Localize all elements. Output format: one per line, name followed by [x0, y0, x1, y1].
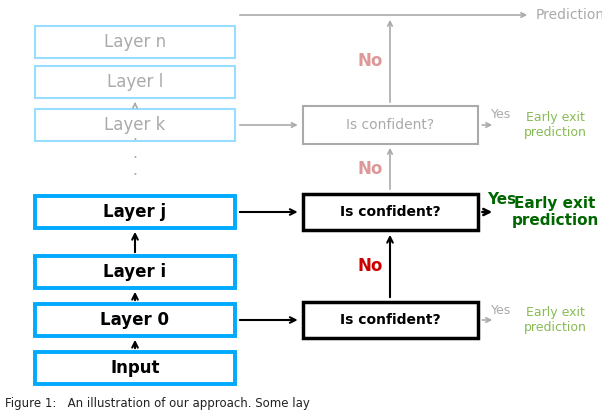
Text: Figure 1:   An illustration of our approach. Some lay: Figure 1: An illustration of our approac… [5, 397, 310, 410]
Text: No: No [358, 257, 383, 275]
Bar [302, 302, 477, 338]
Bar [35, 352, 235, 384]
Bar [302, 106, 477, 144]
Text: Layer k: Layer k [104, 116, 166, 134]
Text: Prediction: Prediction [535, 8, 602, 22]
Text: Yes: Yes [491, 108, 512, 121]
Text: Layer l: Layer l [107, 73, 163, 91]
Bar [35, 256, 235, 288]
Text: Yes: Yes [491, 304, 512, 317]
Text: Is confident?: Is confident? [340, 313, 440, 327]
Text: Layer j: Layer j [104, 203, 167, 221]
Text: Is confident?: Is confident? [346, 118, 434, 132]
Bar [302, 194, 477, 230]
Bar [35, 26, 235, 58]
Text: Is confident?: Is confident? [340, 205, 440, 219]
Text: Layer 0: Layer 0 [101, 311, 170, 329]
Text: Layer i: Layer i [104, 263, 167, 281]
Text: Layer n: Layer n [104, 33, 166, 51]
Bar [35, 196, 235, 228]
Text: ·
·
·: · · · [132, 133, 137, 183]
Text: Early exit
prediction: Early exit prediction [511, 196, 598, 228]
Text: No: No [358, 52, 383, 70]
Text: No: No [358, 160, 383, 178]
Text: Early exit
prediction: Early exit prediction [524, 111, 586, 139]
Bar [35, 109, 235, 141]
Text: Yes: Yes [487, 192, 516, 207]
Bar [35, 66, 235, 98]
Text: Input: Input [110, 359, 160, 377]
Bar [35, 304, 235, 336]
Text: Early exit
prediction: Early exit prediction [524, 306, 586, 334]
